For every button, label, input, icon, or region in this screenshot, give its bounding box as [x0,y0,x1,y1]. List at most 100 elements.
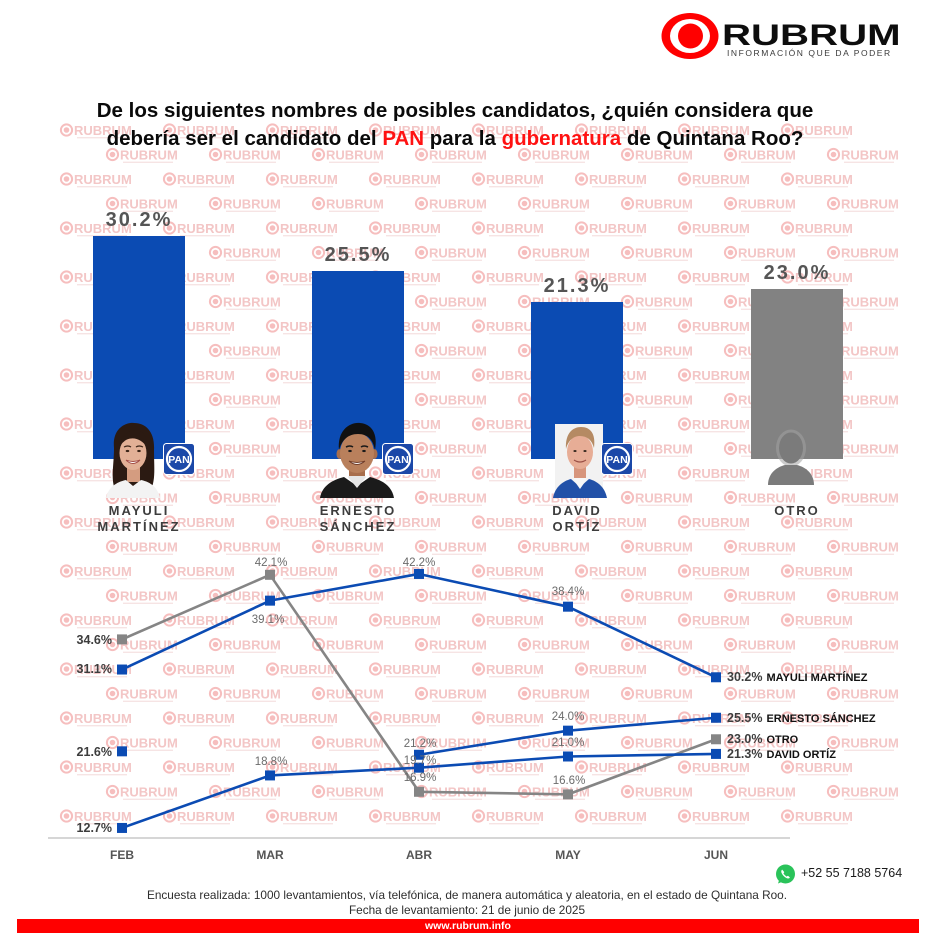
watermark-text: RUBRUM [532,638,590,653]
x-tick-label: MAR [256,848,284,862]
question-title-line-2: debería ser el candidato del PAN para la… [0,125,910,153]
pan-party-logo-icon: PAN [601,443,633,475]
series-line-segment [418,790,569,796]
watermark-text: RUBRUM [635,148,693,163]
watermark-logo: RUBRUM [414,344,487,359]
watermark-text: RUBRUM [738,148,796,163]
watermark-text: RUBRUM [635,344,693,359]
watermark-text: RUBRUM [280,613,338,628]
watermark-logo: RUBRUM [162,662,235,678]
legend-name: OTRO [766,734,798,746]
watermark-logo: RUBRUM [517,197,590,212]
start-label: 31.1% [77,662,112,676]
watermark-text: RUBRUM [326,148,384,163]
watermark-text: RUBRUM [177,319,235,334]
watermark-logo: RUBRUM [311,540,384,555]
data-point-marker [711,734,721,745]
data-label: 39.1% [252,614,285,626]
watermark-logo: RUBRUM [311,736,384,751]
watermark-text: RUBRUM [486,662,544,677]
data-label: 19.7% [404,755,437,767]
watermark-text: RUBRUM [326,589,384,604]
x-tick-label: JUN [704,848,728,862]
watermark-logo: RUBRUM [368,172,441,188]
bar-value-label: 23.0% [763,262,831,285]
watermark-logo: RUBRUM [105,197,178,212]
watermark-text: RUBRUM [326,785,384,800]
data-label: 21.0% [552,737,585,749]
watermark-text: RUBRUM [692,417,750,432]
bar-mayuli-martinez [93,236,185,459]
watermark-text: RUBRUM [532,540,590,555]
data-label: 38.4% [552,586,585,598]
watermark-text: RUBRUM [532,148,590,163]
watermark-logo: RUBRUM [826,197,899,212]
watermark-text: RUBRUM [841,736,899,751]
watermark-text: RUBRUM [635,785,693,800]
watermark-text: RUBRUM [635,491,693,506]
contact-phone: +52 55 7188 5764 [801,866,903,880]
watermark-text: RUBRUM [692,466,750,481]
watermark-logo: RUBRUM [826,785,899,800]
watermark-logo: RUBRUM [620,589,693,604]
watermark-text: RUBRUM [738,491,796,506]
watermark-logo: RUBRUM [162,760,235,776]
watermark-logo: RUBRUM [677,368,750,384]
watermark-text: RUBRUM [841,785,899,800]
watermark-text: RUBRUM [429,687,487,702]
watermark-text: RUBRUM [738,589,796,604]
watermark-logo: RUBRUM [620,197,693,212]
watermark-logo: RUBRUM [471,270,544,286]
watermark-text: RUBRUM [635,295,693,310]
watermark-text: RUBRUM [177,368,235,383]
watermark-logo: RUBRUM [414,589,487,604]
watermark-text: RUBRUM [383,613,441,628]
watermark-logo: RUBRUM [780,564,853,580]
watermark-logo: RUBRUM [471,760,544,776]
watermark-text: RUBRUM [326,638,384,653]
watermark-text: RUBRUM [692,613,750,628]
watermark-text: RUBRUM [635,197,693,212]
watermark-text: RUBRUM [589,662,647,677]
candidate-name-mayuli-martinez: MAYULI MARTÍNEZ [63,503,215,535]
methodology-note: Encuesta realizada: 1000 levantamientos,… [146,888,788,902]
watermark-text: RUBRUM [280,123,338,138]
watermark-logo: RUBRUM [105,589,178,604]
watermark-logo: RUBRUM [574,515,647,531]
watermark-text: RUBRUM [532,246,590,261]
watermark-logo: RUBRUM [265,515,338,531]
watermark-logo: RUBRUM [471,417,544,433]
series-line-segment [567,738,717,796]
watermark-logo: RUBRUM [677,417,750,433]
start-label: 12.7% [77,821,112,835]
whatsapp-icon [776,864,795,884]
watermark-logo: RUBRUM [368,809,441,825]
legend-value: 23.0% [727,732,762,746]
candidate-first-name: OTRO [774,503,820,518]
data-label: 16.9% [404,772,437,784]
watermark-logo: RUBRUM [574,662,647,678]
watermark-text: RUBRUM [795,123,853,138]
watermark-logo: RUBRUM [105,148,178,163]
series-line-segment [567,716,717,732]
watermark-text: RUBRUM [177,270,235,285]
candidate-name-ernesto-sanchez: ERNESTO SÁNCHEZ [282,503,434,535]
watermark-text: RUBRUM [738,687,796,702]
watermark-text: RUBRUM [223,442,281,457]
watermark-text: RUBRUM [74,221,132,236]
candidate-name-otro: OTRO [721,503,873,519]
watermark-text: RUBRUM [486,613,544,628]
watermark-text: RUBRUM [223,295,281,310]
watermark-logo: RUBRUM [723,736,796,751]
watermark-logo: RUBRUM [208,540,281,555]
watermark-text: RUBRUM [486,221,544,236]
data-label: 42.2% [403,557,436,569]
title-text: debería ser el candidato del [106,127,383,150]
candidate-name-david-ortiz: DAVID ORTÍZ [501,503,653,535]
watermark-text: RUBRUM [795,711,853,726]
watermark-text: RUBRUM [429,442,487,457]
watermark-logo: RUBRUM [517,736,590,751]
watermark-text: RUBRUM [120,197,178,212]
website-url: www.rubrum.info [425,920,511,932]
watermark-logo: RUBRUM [59,564,132,580]
